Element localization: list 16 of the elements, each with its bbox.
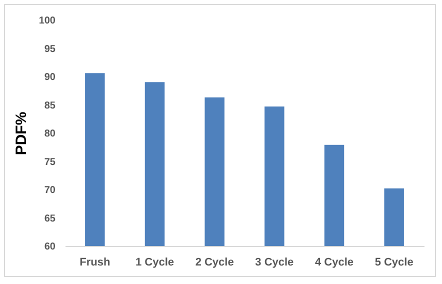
x-tick-label: Frush [80,256,110,268]
y-tick-label: 85 [44,100,56,112]
x-tick-label: 5 Cycle [374,256,414,268]
y-tick-label: 70 [44,185,56,196]
y-tick-label: 80 [44,128,56,140]
y-tick-label: 100 [38,16,56,26]
y-axis-title: PDF% [12,112,30,156]
y-tick-label: 60 [44,242,56,252]
x-tick-label: 3 Cycle [255,256,294,268]
y-tick-label: 95 [44,44,56,55]
x-tick-label: 1 Cycle [135,256,174,268]
y-tick-label: 65 [44,213,56,224]
y-tick-label: 90 [44,72,56,83]
x-tick-label: 2 Cycle [195,256,234,268]
x-tick-label: 4 Cycle [314,256,354,268]
y-tick-label: 75 [44,156,56,168]
